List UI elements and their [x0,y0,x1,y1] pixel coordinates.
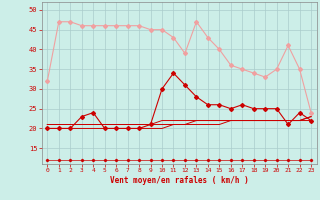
X-axis label: Vent moyen/en rafales ( km/h ): Vent moyen/en rafales ( km/h ) [110,176,249,185]
